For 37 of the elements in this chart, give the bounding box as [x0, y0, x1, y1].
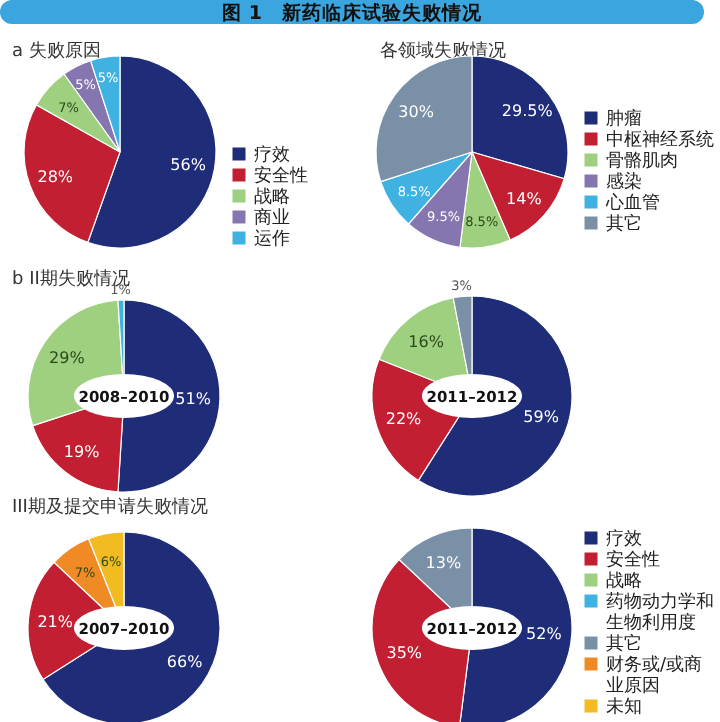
- data-label: 19%: [63, 442, 101, 461]
- legend-label: 财务或/或商业原因: [606, 654, 703, 697]
- data-label: 14%: [506, 189, 543, 208]
- data-label: 30%: [398, 103, 435, 122]
- legend-label: 疗效: [254, 144, 290, 166]
- legend-label: 感染: [606, 171, 642, 193]
- data-label: 51%: [175, 390, 212, 409]
- data-label: 52%: [526, 624, 563, 643]
- legend-label: 肿瘤: [606, 108, 642, 130]
- legend-label: 中枢神经系统: [606, 129, 714, 151]
- legend-label: 战略: [606, 570, 642, 592]
- data-label: 66%: [166, 653, 204, 672]
- data-label: 56%: [170, 155, 207, 174]
- legend-label: 疗效: [606, 528, 642, 550]
- chart-subtitle: a 失败原因: [12, 40, 101, 62]
- data-label: 22%: [385, 410, 423, 429]
- legend-label: 其它: [606, 633, 642, 655]
- legend-label: 安全性: [606, 549, 660, 571]
- legend-label: 骨骼肌肉: [606, 150, 678, 172]
- data-label: 35%: [386, 644, 423, 663]
- legend-label: 商业: [254, 207, 290, 229]
- legend-label: 安全性: [254, 165, 308, 187]
- data-label: 16%: [408, 332, 445, 351]
- data-label: 28%: [37, 168, 74, 187]
- legend-label: 其它: [606, 213, 642, 235]
- chart-title: III期及提交申请失败情况: [12, 496, 208, 518]
- text: 图 1 新药临床试验失败情况: [222, 1, 484, 25]
- data-label: 29.5%: [501, 102, 554, 121]
- legend-label: 心血管: [604, 192, 660, 214]
- data-label: 29%: [49, 349, 86, 368]
- data-label: 13%: [425, 553, 462, 572]
- data-label: 21%: [37, 613, 74, 632]
- legend-label: 战略: [254, 186, 290, 208]
- legend-label: 药物动力学和生物利用度: [606, 591, 714, 634]
- data-label: 59%: [523, 408, 560, 427]
- legend-label: 运作: [254, 228, 290, 250]
- legend-label: 未知: [606, 696, 642, 718]
